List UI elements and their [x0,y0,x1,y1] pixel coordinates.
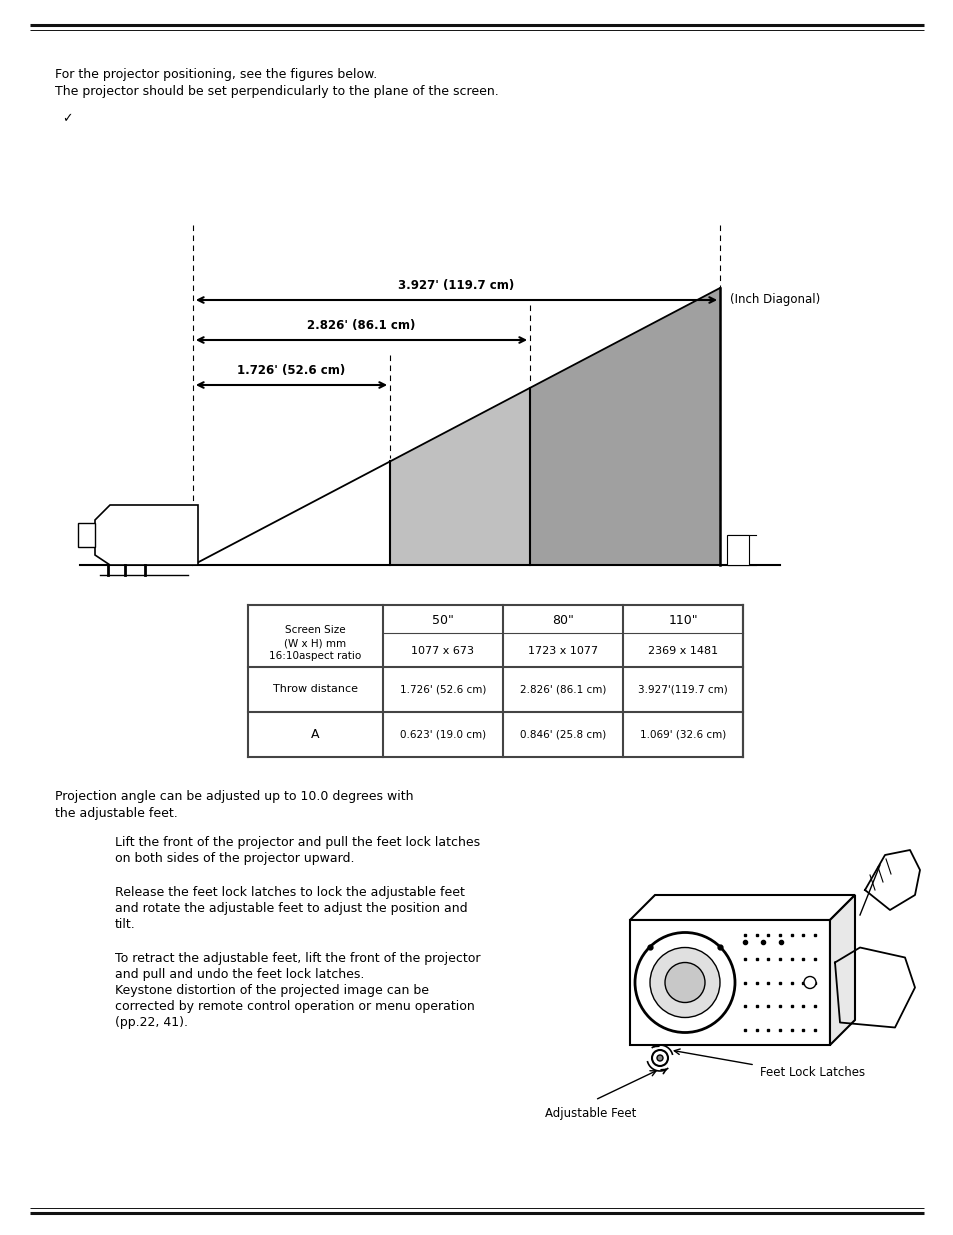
Text: 50": 50" [432,614,454,626]
Polygon shape [390,288,720,564]
Polygon shape [864,850,919,910]
Text: Feet Lock Latches: Feet Lock Latches [760,1067,864,1079]
Text: 1077 x 673: 1077 x 673 [411,646,474,656]
Text: 16:10aspect ratio: 16:10aspect ratio [269,651,361,661]
Circle shape [649,947,720,1018]
Text: 3.927'(119.7 cm): 3.927'(119.7 cm) [638,684,727,694]
Text: Projection angle can be adjusted up to 10.0 degrees with: Projection angle can be adjusted up to 1… [55,790,413,803]
Text: 1.069' (32.6 cm): 1.069' (32.6 cm) [639,730,725,740]
Text: ✓: ✓ [62,112,72,125]
Bar [726,535,748,564]
Text: For the projector positioning, see the figures below.: For the projector positioning, see the f… [55,68,376,82]
Text: (pp.22, 41).: (pp.22, 41). [115,1016,188,1029]
Circle shape [803,977,815,988]
Polygon shape [629,895,854,920]
Text: 2.826' (86.1 cm): 2.826' (86.1 cm) [307,319,416,332]
Text: 1.726' (52.6 cm): 1.726' (52.6 cm) [399,684,486,694]
Circle shape [635,932,734,1032]
Circle shape [651,1050,667,1066]
Circle shape [657,1055,662,1061]
Text: (W x H) mm: (W x H) mm [284,638,346,648]
Text: the adjustable feet.: the adjustable feet. [55,806,177,820]
Text: The projector should be set perpendicularly to the plane of the screen.: The projector should be set perpendicula… [55,85,498,98]
Text: 3.927' (119.7 cm): 3.927' (119.7 cm) [398,279,514,291]
Text: and rotate the adjustable feet to adjust the position and: and rotate the adjustable feet to adjust… [115,902,467,915]
Polygon shape [834,947,914,1028]
Text: tilt.: tilt. [115,918,135,931]
Text: Release the feet lock latches to lock the adjustable feet: Release the feet lock latches to lock th… [115,885,464,899]
Text: A: A [311,727,319,741]
Bar [78,522,95,547]
Text: Keystone distortion of the projected image can be: Keystone distortion of the projected ima… [115,984,429,997]
Circle shape [664,962,704,1003]
Text: Throw distance: Throw distance [273,684,357,694]
Text: 80": 80" [552,614,574,626]
Text: Lift the front of the projector and pull the feet lock latches: Lift the front of the projector and pull… [115,836,479,848]
Text: Screen Size: Screen Size [285,625,345,635]
Polygon shape [829,895,854,1045]
Text: 0.846' (25.8 cm): 0.846' (25.8 cm) [519,730,605,740]
Polygon shape [629,920,829,1045]
Text: corrected by remote control operation or menu operation: corrected by remote control operation or… [115,1000,475,1013]
Text: 1723 x 1077: 1723 x 1077 [527,646,598,656]
Polygon shape [95,505,198,564]
Text: Adjustable Feet: Adjustable Feet [544,1107,636,1119]
Text: 0.623' (19.0 cm): 0.623' (19.0 cm) [399,730,485,740]
Text: 110": 110" [667,614,697,626]
Polygon shape [530,288,720,564]
Text: To retract the adjustable feet, lift the front of the projector: To retract the adjustable feet, lift the… [115,952,480,965]
Text: and pull and undo the feet lock latches.: and pull and undo the feet lock latches. [115,968,364,981]
Text: (Inch Diagonal): (Inch Diagonal) [729,294,820,306]
Text: 2.826' (86.1 cm): 2.826' (86.1 cm) [519,684,605,694]
Text: 1.726' (52.6 cm): 1.726' (52.6 cm) [237,364,345,377]
Text: 2369 x 1481: 2369 x 1481 [647,646,718,656]
Text: on both sides of the projector upward.: on both sides of the projector upward. [115,852,355,864]
